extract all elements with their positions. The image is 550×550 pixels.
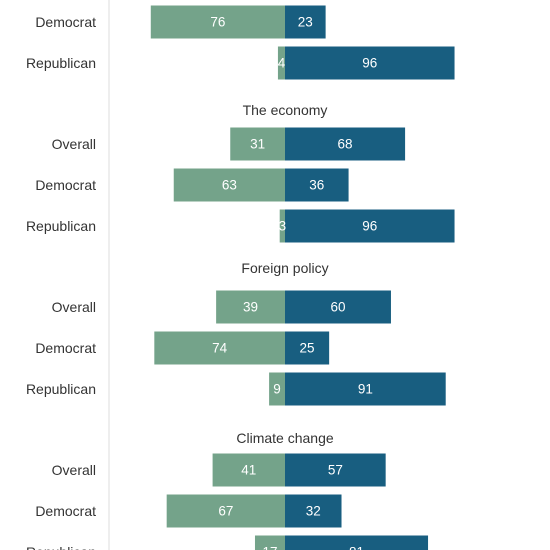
left-value-label: 39	[243, 300, 258, 315]
right-bar	[285, 535, 429, 550]
right-bar	[285, 168, 349, 202]
right-value-label: 60	[330, 300, 345, 315]
right-bar	[285, 494, 342, 528]
group-title: Foreign policy	[241, 260, 328, 276]
left-bar	[277, 46, 285, 80]
right-value-label: 57	[328, 463, 343, 478]
left-value-label: 3	[279, 219, 287, 234]
row-label: Democrat	[35, 503, 96, 519]
group-title: Climate change	[236, 430, 333, 446]
right-bar	[285, 453, 386, 487]
right-value-label: 23	[298, 15, 313, 30]
row-label: Overall	[52, 462, 96, 478]
left-bar	[279, 209, 285, 243]
chart-marks: Democrat 76 23 Republican 4 96 The economy Over…	[26, 5, 455, 550]
right-value-label: 25	[300, 341, 315, 356]
left-bar	[254, 535, 285, 550]
right-bar	[285, 209, 455, 243]
right-bar	[285, 290, 391, 324]
left-bar	[216, 290, 285, 324]
row-label: Overall	[52, 136, 96, 152]
row-label: Democrat	[35, 177, 96, 193]
row-label: Overall	[52, 299, 96, 315]
left-value-label: 76	[210, 15, 225, 30]
left-bar	[150, 5, 285, 39]
left-value-label: 63	[222, 178, 237, 193]
row-label: Democrat	[35, 14, 96, 30]
row-label: Democrat	[35, 340, 96, 356]
left-value-label: 9	[273, 382, 281, 397]
row-label: Republican	[26, 381, 96, 397]
left-bar	[154, 331, 285, 365]
row-label: Republican	[26, 544, 96, 550]
right-value-label: 81	[349, 545, 364, 550]
right-bar	[285, 5, 326, 39]
right-value-label: 96	[362, 219, 377, 234]
right-bar	[285, 372, 446, 406]
left-bar	[269, 372, 285, 406]
right-value-label: 68	[338, 137, 353, 152]
right-value-label: 36	[309, 178, 324, 193]
left-value-label: 41	[241, 463, 256, 478]
right-bar	[285, 331, 330, 365]
group-title: The economy	[243, 102, 328, 118]
left-value-label: 67	[218, 504, 233, 519]
right-bar	[285, 46, 455, 80]
left-value-label: 31	[250, 137, 265, 152]
left-value-label: 17	[262, 545, 277, 550]
row-label: Republican	[26, 55, 96, 71]
right-value-label: 32	[306, 504, 321, 519]
right-bar	[285, 127, 406, 161]
left-value-label: 4	[278, 56, 286, 71]
left-bar	[173, 168, 285, 202]
right-value-label: 91	[358, 382, 373, 397]
left-bar	[212, 453, 285, 487]
right-value-label: 96	[362, 56, 377, 71]
row-label: Republican	[26, 218, 96, 234]
left-value-label: 74	[212, 341, 228, 356]
left-bar	[166, 494, 285, 528]
left-bar	[230, 127, 285, 161]
